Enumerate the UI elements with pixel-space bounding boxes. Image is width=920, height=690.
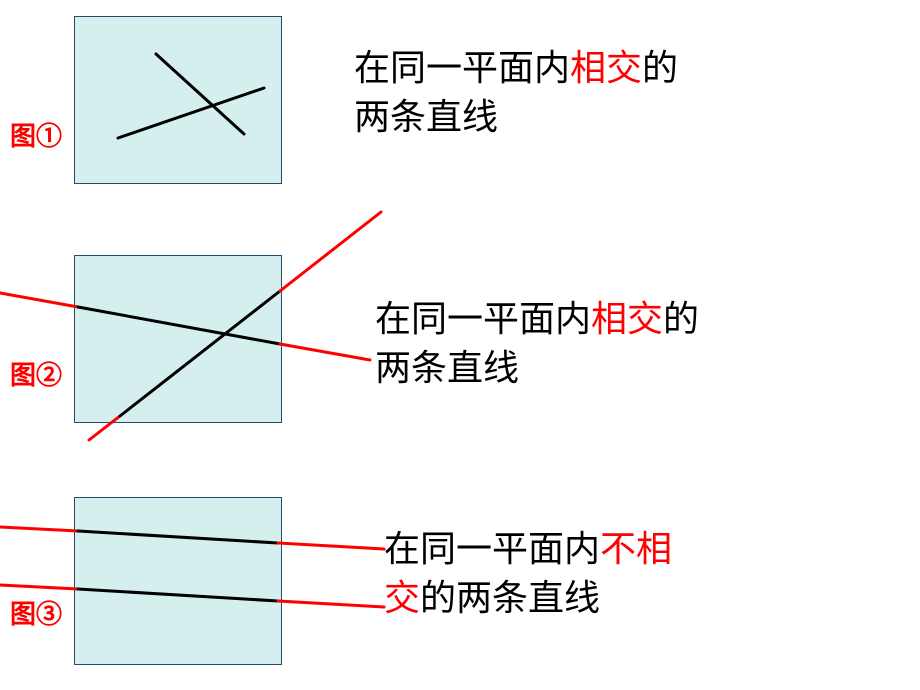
desc-2: 在同一平面内相交的两条直线 xyxy=(375,295,699,392)
line-segment xyxy=(78,589,278,601)
highlight-text: 相交 xyxy=(591,299,663,339)
line-segment xyxy=(0,527,78,531)
desc-text: 的 xyxy=(663,299,699,339)
highlight-text: 相交 xyxy=(570,48,642,88)
desc-text: 在同一平面内 xyxy=(384,529,600,569)
line-segment xyxy=(78,531,278,543)
line-segment xyxy=(278,601,384,607)
line-segment xyxy=(278,543,384,549)
line-segment xyxy=(78,307,280,344)
highlight-text: 不相 xyxy=(600,529,672,569)
desc-text: 的 xyxy=(642,48,678,88)
desc-text: 在同一平面内 xyxy=(375,299,591,339)
line-segment xyxy=(0,293,78,307)
desc-text: 在同一平面内 xyxy=(354,48,570,88)
figure-2 xyxy=(0,218,400,463)
desc-1: 在同一平面内相交的两条直线 xyxy=(354,44,678,141)
line-segment xyxy=(120,291,280,416)
desc-text: 的两条直线 xyxy=(420,578,600,618)
line-segment xyxy=(280,212,381,291)
desc-3: 在同一平面内不相交的两条直线 xyxy=(384,525,672,622)
figure-1 xyxy=(74,16,282,184)
line-segment xyxy=(280,344,370,360)
figure-3 xyxy=(0,497,400,665)
line-segment xyxy=(0,585,78,589)
desc-text: 两条直线 xyxy=(354,97,498,137)
line-segment xyxy=(89,416,120,440)
label-fig-1: 图① xyxy=(10,116,62,153)
